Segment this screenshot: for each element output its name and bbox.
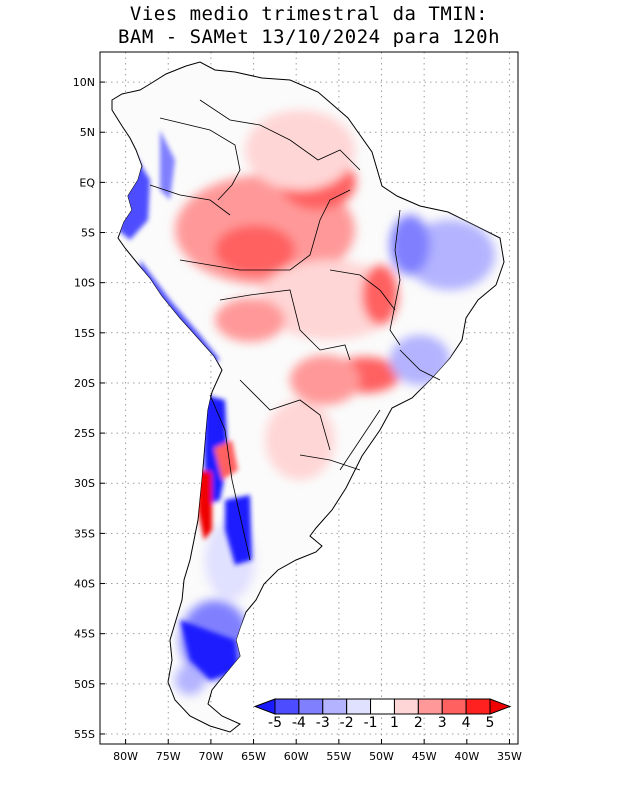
lon-tick-label: 40W <box>454 750 479 763</box>
lat-tick-label: 40S <box>74 578 95 591</box>
lon-tick-label: 35W <box>497 750 522 763</box>
colorbar-swatch <box>393 698 419 715</box>
lat-tick-label: 55S <box>74 728 95 741</box>
colorbar-high-arrow <box>489 698 512 715</box>
colorbar-label: 3 <box>438 715 447 731</box>
colorbar-swatch <box>346 698 372 715</box>
colorbar-label: -2 <box>340 715 354 731</box>
colorbar-swatch <box>274 698 300 715</box>
colorbar-label: -1 <box>364 715 378 731</box>
lat-tick-label: 35S <box>74 527 95 540</box>
lat-tick-label: 5S <box>81 227 95 240</box>
colorbar-label: -4 <box>292 715 306 731</box>
map-frame <box>99 51 519 745</box>
lon-tick-label: 55W <box>326 750 351 763</box>
map-title-line2: BAM - SAMet 13/10/2024 para 120h <box>117 26 501 48</box>
colorbar-label: -5 <box>268 715 282 731</box>
colorbar-swatch <box>441 698 467 715</box>
map-title-line1: Vies medio trimestral da TMIN: <box>129 3 489 25</box>
lon-tick-label: 65W <box>241 750 266 763</box>
lon-tick-label: 45W <box>412 750 437 763</box>
colorbar-swatch <box>322 698 348 715</box>
colorbar-swatch <box>417 698 443 715</box>
colorbar-swatch <box>465 698 491 715</box>
lon-tick-label: 60W <box>284 750 309 763</box>
lat-tick-label: 45S <box>74 628 95 641</box>
lat-tick-label: 15S <box>74 327 95 340</box>
lat-tick-label: 30S <box>74 477 95 490</box>
lat-tick-label: 5N <box>80 126 95 139</box>
colorbar-label: -3 <box>316 715 330 731</box>
colorbar-label: 4 <box>462 715 471 731</box>
colorbar-label: 2 <box>414 715 423 731</box>
colorbar-label: 1 <box>390 715 399 731</box>
lon-tick-label: 75W <box>156 750 181 763</box>
colorbar-swatch <box>370 698 395 715</box>
lat-tick-label: 10N <box>73 76 95 89</box>
lon-tick-label: 70W <box>198 750 223 763</box>
lat-tick-label: 20S <box>74 377 95 390</box>
lat-tick-label: 50S <box>74 678 95 691</box>
lat-tick-label: 25S <box>74 427 95 440</box>
colorbar-swatch <box>298 698 324 715</box>
lon-tick-label: 80W <box>113 750 138 763</box>
axis-labels: 10N 5N EQ 5S 10S 15S 20S 25S 30S 35S 40S 45S 50S 55S 8… <box>73 76 522 763</box>
colorbar: -5 -4 -3 -2 -1 1 2 3 4 5 <box>253 698 512 731</box>
lat-tick-label: 10S <box>74 277 95 290</box>
lon-tick-label: 50W <box>369 750 394 763</box>
colorbar-label: 5 <box>486 715 495 731</box>
country-borders <box>149 99 441 561</box>
colorbar-low-arrow <box>253 698 276 715</box>
lat-tick-label: EQ <box>79 176 95 189</box>
